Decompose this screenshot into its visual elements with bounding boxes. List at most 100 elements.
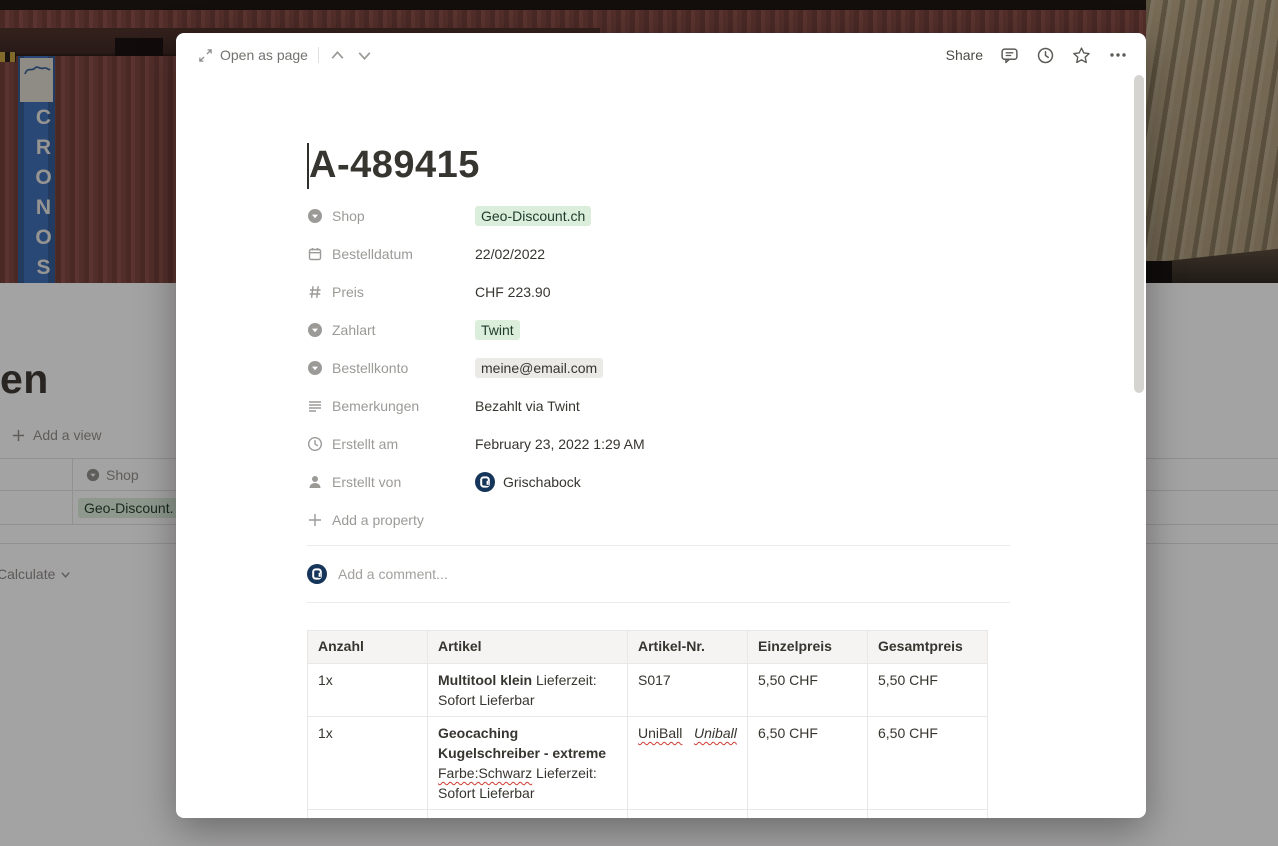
add-property-button[interactable]: Add a property	[307, 501, 1010, 539]
cover-vertical-text: CRONOS	[32, 106, 55, 281]
property-key-bemerkungen[interactable]: Bemerkungen	[307, 398, 475, 414]
creator-name: Grischabock	[503, 474, 581, 490]
calculate-dropdown[interactable]: Calculate	[0, 566, 71, 582]
cell-artikel-nr[interactable]: S017	[627, 663, 748, 717]
next-record-button[interactable]	[356, 47, 373, 64]
favorite-button[interactable]	[1072, 46, 1091, 65]
property-key-zahlart[interactable]: Zahlart	[307, 322, 475, 338]
property-value-bemerkungen[interactable]: Bezahlt via Twint	[475, 398, 580, 414]
person-icon	[307, 474, 323, 490]
table-row: 1x Geocaching Kugelschreiber - extreme F…	[307, 716, 988, 810]
col-header-artikel[interactable]: Artikel	[427, 630, 628, 664]
items-table: Anzahl Artikel Artikel-Nr. Einzelpreis G…	[307, 630, 988, 818]
col-header-artikel-nr[interactable]: Artikel-Nr.	[627, 630, 748, 664]
text-icon	[307, 398, 323, 414]
cell-gesamtpreis[interactable]: 6,50 CHF	[867, 716, 988, 810]
cell-einzelpreis[interactable]: 18,90 CHF	[747, 809, 868, 818]
plus-icon	[307, 512, 323, 528]
property-row-shop: Shop Geo-Discount.ch	[307, 197, 1010, 235]
select-icon	[307, 208, 323, 224]
table-header-row: Anzahl Artikel Artikel-Nr. Einzelpreis G…	[307, 630, 988, 664]
clock-history-icon	[1037, 47, 1054, 63]
property-row-bestellkonto: Bestellkonto meine@email.com	[307, 349, 1010, 387]
property-value-zahlart[interactable]: Twint	[475, 320, 520, 340]
cell-gesamtpreis[interactable]: 5,50 CHF	[867, 663, 988, 717]
table-row: 1x Multitool klein Lieferzeit: Sofort Li…	[307, 663, 988, 717]
property-row-bemerkungen: Bemerkungen Bezahlt via Twint	[307, 387, 1010, 425]
cell-artikel-nr[interactable]: S199	[627, 809, 748, 818]
property-row-bestelldatum: Bestelldatum 22/02/2022	[307, 235, 1010, 273]
property-key-erstellt-von[interactable]: Erstellt von	[307, 474, 475, 490]
comment-icon	[1001, 47, 1018, 63]
background-shop-column-header[interactable]: Shop	[86, 467, 139, 483]
modal-scrollbar[interactable]	[1134, 75, 1144, 393]
property-row-erstellt-von: Erstellt von Grischabock	[307, 463, 1010, 501]
property-key-erstellt-am[interactable]: Erstellt am	[307, 436, 475, 452]
hazard-stripes	[0, 52, 16, 62]
cronos-pole: CRONOS	[18, 56, 55, 283]
user-avatar	[475, 472, 495, 492]
cell-einzelpreis[interactable]: 5,50 CHF	[747, 663, 868, 717]
comment-input-placeholder: Add a comment...	[338, 566, 448, 582]
open-as-page-button[interactable]: Open as page	[198, 47, 308, 63]
cell-einzelpreis[interactable]: 6,50 CHF	[747, 716, 868, 810]
select-icon	[307, 322, 323, 338]
plus-icon	[12, 429, 25, 441]
updates-history-button[interactable]	[1036, 46, 1055, 65]
property-value-bestelldatum[interactable]: 22/02/2022	[475, 246, 546, 262]
add-view-button[interactable]: Add a view	[12, 427, 101, 443]
person-chip: Grischabock	[475, 472, 581, 492]
user-avatar	[307, 564, 327, 584]
modal-header: Open as page Share	[176, 33, 1146, 77]
page-title[interactable]: A-489415	[309, 144, 480, 186]
cell-artikel[interactable]: Multitool klein Lieferzeit: Sofort Liefe…	[427, 663, 628, 717]
calendar-icon	[307, 246, 323, 262]
property-value-bestellkonto[interactable]: meine@email.com	[475, 358, 604, 378]
more-options-button[interactable]	[1108, 45, 1128, 65]
property-row-erstellt-am: Erstellt am February 23, 2022 1:29 AM	[307, 425, 1010, 463]
col-header-gesamtpreis[interactable]: Gesamtpreis	[867, 630, 988, 664]
property-key-shop[interactable]: Shop	[307, 208, 475, 224]
col-header-einzelpreis[interactable]: Einzelpreis	[747, 630, 868, 664]
cell-gesamtpreis[interactable]: 18,90 CHF	[867, 809, 988, 818]
cover-dark-strip	[0, 0, 1278, 10]
cell-artikel-nr[interactable]: UniBall Uniball	[627, 716, 748, 810]
property-key-bestellkonto[interactable]: Bestellkonto	[307, 360, 475, 376]
expand-icon	[199, 48, 212, 62]
add-view-label: Add a view	[33, 427, 102, 443]
property-row-preis: Preis CHF 223.90	[307, 273, 1010, 311]
open-as-page-label: Open as page	[220, 47, 308, 63]
shop-header-label: Shop	[106, 467, 139, 483]
share-button[interactable]: Share	[945, 47, 983, 63]
select-icon	[307, 360, 323, 376]
property-key-bestelldatum[interactable]: Bestelldatum	[307, 246, 475, 262]
header-divider	[317, 47, 319, 63]
pole-logo	[24, 66, 51, 75]
property-value-preis[interactable]: CHF 223.90	[475, 284, 551, 300]
property-value-shop[interactable]: Geo-Discount.ch	[475, 206, 592, 226]
property-key-preis[interactable]: Preis	[307, 284, 475, 300]
cell-artikel[interactable]: Signal the Frog® -	[427, 809, 628, 818]
star-icon	[1073, 46, 1090, 63]
property-row-zahlart: Zahlart Twint	[307, 311, 1010, 349]
add-comment-area[interactable]: Add a comment...	[307, 545, 1010, 603]
table-row: 1x Signal the Frog® - S199 18,90 CHF 18,…	[307, 809, 988, 818]
chevron-up-icon	[331, 50, 344, 59]
select-icon	[86, 468, 100, 482]
property-value-erstellt-am: February 23, 2022 1:29 AM	[475, 436, 645, 452]
cover-right-container	[1146, 0, 1278, 283]
background-row-shop-tag[interactable]: Geo-Discount.	[78, 498, 180, 518]
record-peek-modal: Open as page Share	[176, 33, 1146, 818]
chevron-down-icon	[358, 51, 371, 60]
col-header-anzahl[interactable]: Anzahl	[307, 630, 428, 664]
calculate-label: Calculate	[0, 566, 56, 582]
ellipsis-icon	[1110, 53, 1126, 57]
comments-button[interactable]	[1000, 46, 1019, 65]
previous-record-button[interactable]	[329, 47, 346, 64]
cell-qty[interactable]: 1x	[307, 809, 428, 818]
cell-qty[interactable]: 1x	[307, 716, 428, 810]
property-list: Shop Geo-Discount.ch Bestelldatum 22/02/…	[307, 197, 1010, 539]
table-border	[72, 458, 73, 524]
cell-artikel[interactable]: Geocaching Kugelschreiber - extreme Farb…	[427, 716, 628, 810]
cell-qty[interactable]: 1x	[307, 663, 428, 717]
